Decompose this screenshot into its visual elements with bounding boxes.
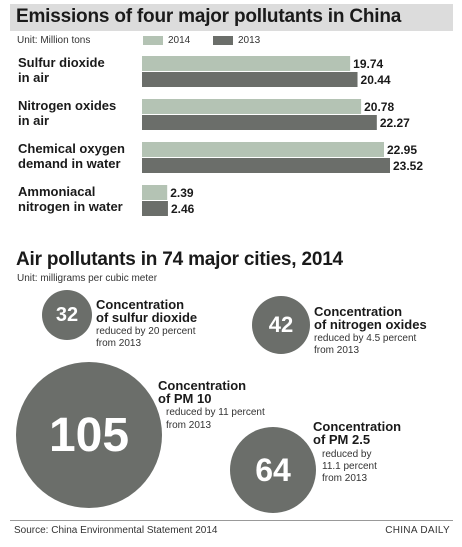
bar-chemical-oxygen-2014 xyxy=(142,142,384,157)
bar-chemical-oxygen-2013 xyxy=(142,158,390,173)
legend-label-2014: 2014 xyxy=(168,35,191,46)
category-label-chemical-oxygen-2: demand in water xyxy=(18,156,121,171)
bubble-pm25: 64 xyxy=(230,427,316,513)
category-label-nitrogen-oxides-1: Nitrogen oxides xyxy=(18,98,116,113)
category-label-sulfur-dioxide-2: in air xyxy=(18,70,49,85)
bar-nitrogen-oxides-2014 xyxy=(142,99,362,114)
bar-sulfur-dioxide-2013 xyxy=(142,72,358,87)
bubble-sulfur-dioxide-note-1: reduced by 20 percent xyxy=(96,326,196,337)
bubble-nitrogen-oxides-note-2: from 2013 xyxy=(314,345,360,356)
bubble-nitrogen-oxides-note-1: reduced by 4.5 percent xyxy=(314,333,417,344)
value-label-ammoniacal-2013: 2.46 xyxy=(171,202,195,216)
bubble-pm25-title-1: Concentration xyxy=(313,419,402,434)
chart-unit: Unit: Million tons xyxy=(17,35,91,46)
legend-swatch-2013 xyxy=(213,36,233,45)
category-label-ammoniacal-1: Ammoniacal xyxy=(18,184,95,199)
bubble-pm10-note-1: reduced by 11 percent xyxy=(166,407,265,418)
footer-rule xyxy=(10,520,453,521)
bubble-pm25-title-2: of PM 2.5 xyxy=(313,432,371,447)
category-label-sulfur-dioxide-1: Sulfur dioxide xyxy=(18,55,105,70)
bubble-pm25-note-1: reduced by xyxy=(322,449,372,460)
value-label-ammoniacal-2014: 2.39 xyxy=(170,186,194,200)
category-label-ammoniacal-2: nitrogen in water xyxy=(18,199,123,214)
bubble-pm10-title-2: of PM 10 xyxy=(158,391,212,406)
bar-ammoniacal-2013 xyxy=(142,201,168,216)
category-label-chemical-oxygen-1: Chemical oxygen xyxy=(18,141,125,156)
credit: CHINA DAILY xyxy=(385,525,450,536)
value-label-nitrogen-oxides-2013: 22.27 xyxy=(380,116,410,130)
bubble-sulfur-dioxide-title-2: of sulfur dioxide xyxy=(96,310,198,325)
bar-sulfur-dioxide-2014 xyxy=(142,56,351,71)
bar-ammoniacal-2014 xyxy=(142,185,168,200)
value-label-sulfur-dioxide-2014: 19.74 xyxy=(353,57,383,71)
value-label-chemical-oxygen-2014: 22.95 xyxy=(387,143,417,157)
bubble-sulfur-dioxide-title-1: Concentration xyxy=(96,297,185,312)
value-label-chemical-oxygen-2013: 23.52 xyxy=(393,159,423,173)
bubble-nitrogen-oxides-title-2: of nitrogen oxides xyxy=(314,317,427,332)
bubble-sulfur-dioxide: 32 xyxy=(42,290,92,340)
bubble-pm25-note-2: 11.1 percent xyxy=(322,461,377,472)
bubble-sulfur-dioxide-note-2: from 2013 xyxy=(96,338,142,349)
value-label-sulfur-dioxide-2013: 20.44 xyxy=(361,73,391,87)
legend-label-2013: 2013 xyxy=(238,35,261,46)
source-note: Source: China Environmental Statement 20… xyxy=(14,525,218,536)
bar-nitrogen-oxides-2013 xyxy=(142,115,377,130)
bubble-nitrogen-oxides-title-1: Concentration xyxy=(314,304,403,319)
bubble-pm10-note-2: from 2013 xyxy=(166,420,212,431)
bubble-nitrogen-oxides: 42 xyxy=(252,296,310,354)
bubble-pm10: 105 xyxy=(16,362,162,508)
bubble-pm10-title-1: Concentration xyxy=(158,378,247,393)
title-bar xyxy=(10,4,453,31)
section-title-air-pollutants: Air pollutants in 74 major cities, 2014 xyxy=(16,249,343,270)
value-label-nitrogen-oxides-2014: 20.78 xyxy=(364,100,394,114)
bubble-pm25-note-3: from 2013 xyxy=(322,473,368,484)
section-unit: Unit: milligrams per cubic meter xyxy=(17,273,158,284)
chart-title: Emissions of four major pollutants in Ch… xyxy=(16,6,402,27)
category-label-nitrogen-oxides-2: in air xyxy=(18,113,49,128)
legend-swatch-2014 xyxy=(143,36,163,45)
